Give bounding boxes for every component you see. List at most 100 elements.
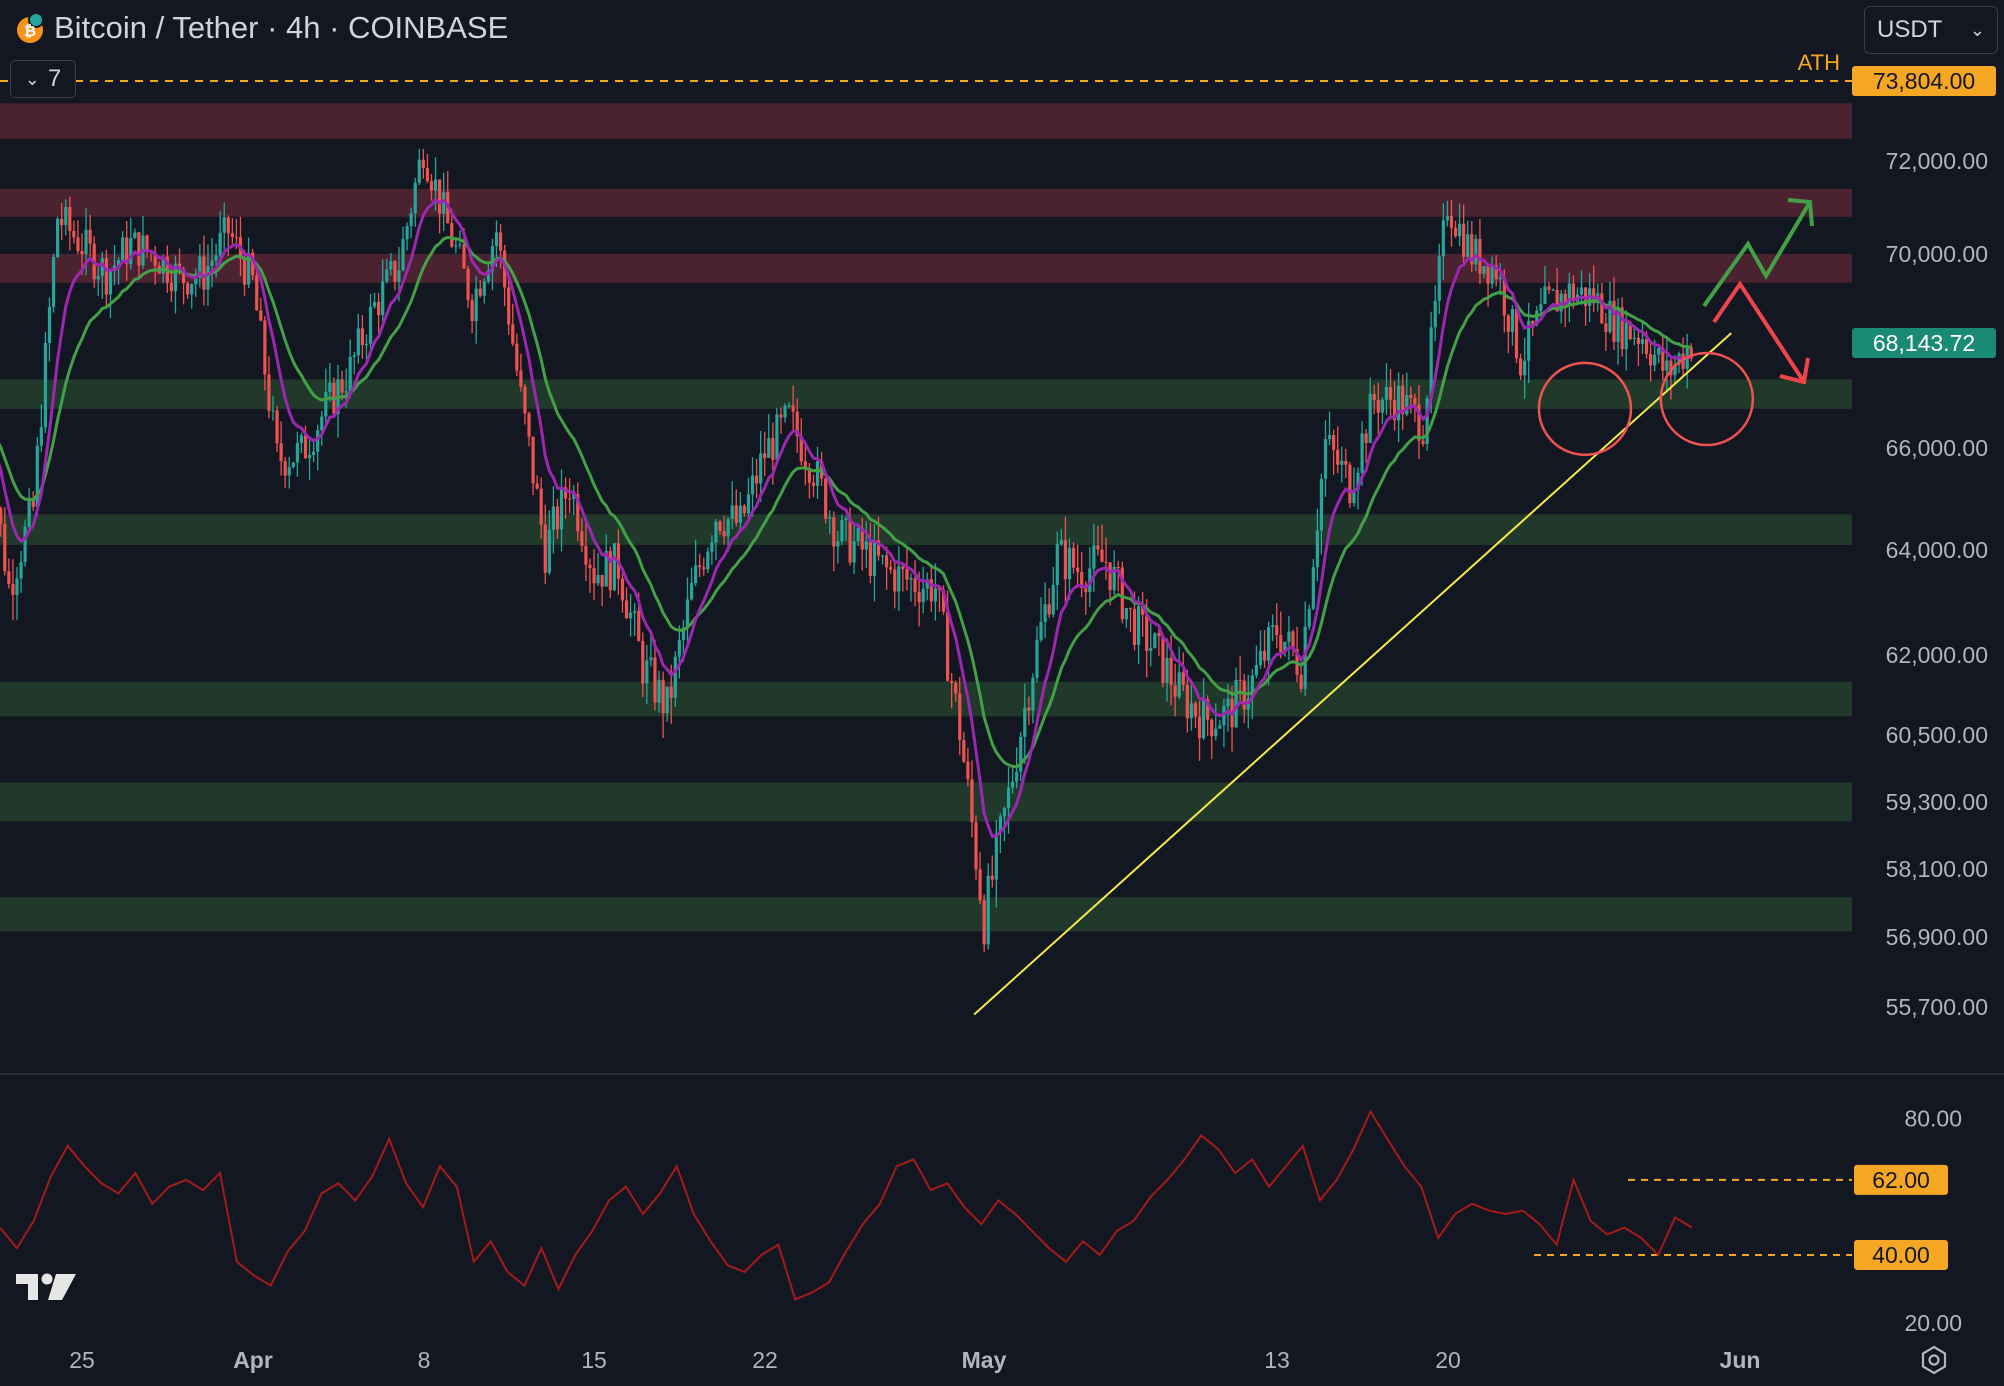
time-axis[interactable]: 25 Apr 8 15 22 May 13 20 Jun	[69, 1347, 1760, 1373]
candle-body	[1380, 399, 1384, 413]
candle-body	[1120, 567, 1124, 620]
projection-arrows	[1702, 198, 1814, 385]
candle-body	[1648, 353, 1653, 366]
candle-body	[1055, 544, 1059, 586]
settings-gear-icon[interactable]	[1918, 1344, 1950, 1376]
support-zone	[0, 514, 1852, 545]
candle-body	[661, 679, 665, 714]
candle-body	[941, 589, 946, 612]
candle-body	[64, 207, 68, 226]
candle-body	[1059, 540, 1063, 545]
candle-body	[1307, 608, 1311, 627]
candle-body	[1157, 633, 1161, 637]
rsi-level-label: 62.00	[1872, 1167, 1930, 1193]
candle-body	[1384, 386, 1389, 400]
candle-body	[568, 498, 572, 500]
candle-body	[681, 627, 686, 641]
ath-price-label: 73,804.00	[1873, 68, 1975, 94]
candle-body	[251, 252, 255, 276]
candle-body	[1551, 289, 1555, 291]
candle-body	[677, 640, 681, 657]
candle-body	[1169, 658, 1173, 686]
candle-body	[921, 588, 925, 603]
candle-body	[222, 217, 226, 233]
time-tick-label: 15	[581, 1347, 607, 1373]
candle-body	[1315, 530, 1319, 568]
candle-body	[702, 567, 706, 570]
rsi-axis[interactable]: 80.00 20.00 62.00 40.00	[1854, 1105, 1962, 1336]
candle-body	[328, 382, 332, 392]
candle-body	[1283, 641, 1287, 653]
price-tick-label: 70,000.00	[1886, 241, 1988, 267]
candle-body	[218, 232, 222, 256]
candle-body	[547, 529, 551, 573]
candle-body	[133, 232, 137, 238]
candle-body	[1409, 394, 1413, 398]
candle-body	[535, 483, 539, 489]
bitcoin-icon: ₿	[17, 12, 44, 43]
candle-body	[1579, 287, 1584, 295]
candle-body	[909, 578, 913, 580]
indicators-toggle[interactable]: ⌄ 7	[10, 60, 76, 98]
candle-body	[1506, 315, 1510, 332]
price-tick-label: 58,100.00	[1886, 856, 1988, 882]
candle-body	[324, 391, 328, 417]
candle-body	[470, 300, 474, 322]
candle-body	[1067, 547, 1072, 580]
indicator-count: 7	[47, 65, 62, 92]
candle-body	[970, 779, 974, 823]
candle-body	[1332, 435, 1336, 450]
candle-body	[531, 436, 535, 484]
candle-body	[458, 244, 462, 246]
candle-body	[344, 391, 348, 393]
candle-body	[1547, 286, 1551, 290]
candle-body	[551, 506, 555, 530]
candle-body	[307, 454, 312, 459]
candle-body	[27, 499, 31, 527]
candle-body	[1112, 566, 1116, 591]
candle-body	[1600, 293, 1604, 324]
candle-body	[1258, 650, 1263, 666]
candle-body	[791, 405, 795, 412]
candle-body	[925, 579, 929, 589]
price-tick-label: 55,700.00	[1886, 994, 1988, 1020]
candle-body	[954, 683, 958, 694]
candle-body	[1636, 337, 1641, 344]
candle-body	[555, 506, 560, 530]
candle-body	[876, 540, 881, 556]
candle-body	[1210, 719, 1214, 737]
candle-body	[978, 869, 982, 901]
candle-body	[848, 518, 852, 563]
trendline[interactable]	[973, 332, 1732, 1016]
candle-body	[1084, 588, 1088, 593]
candle-body	[1616, 307, 1620, 342]
candle-body	[417, 159, 421, 183]
candle-body	[56, 218, 60, 257]
candle-body	[1051, 585, 1055, 615]
candle-body	[868, 541, 872, 576]
candle-body	[84, 229, 88, 255]
candle-body	[1462, 223, 1466, 257]
candle-body	[706, 551, 710, 570]
candle-body	[1010, 781, 1015, 788]
candle-body	[372, 301, 377, 307]
candle-body	[515, 343, 519, 371]
candle-body	[1437, 256, 1441, 301]
candle-body	[1031, 677, 1035, 711]
price-axis[interactable]: 72,000.00 70,000.00 66,000.00 64,000.00 62,0…	[1852, 66, 1996, 1020]
candle-body	[405, 226, 409, 240]
candle-body	[653, 657, 657, 703]
currency-selector[interactable]: USDT ⌄	[1864, 6, 1998, 54]
candle-body	[1063, 540, 1068, 580]
candle-body	[31, 499, 35, 508]
candle-body	[828, 517, 832, 519]
candle-body	[1624, 322, 1628, 350]
tradingview-logo-icon[interactable]	[14, 1270, 78, 1304]
candle-body	[283, 461, 287, 476]
candle-body	[60, 218, 64, 226]
candle-body	[1608, 300, 1612, 332]
candle-body	[962, 739, 966, 762]
candle-body	[1360, 433, 1364, 473]
candle-body	[759, 453, 763, 484]
